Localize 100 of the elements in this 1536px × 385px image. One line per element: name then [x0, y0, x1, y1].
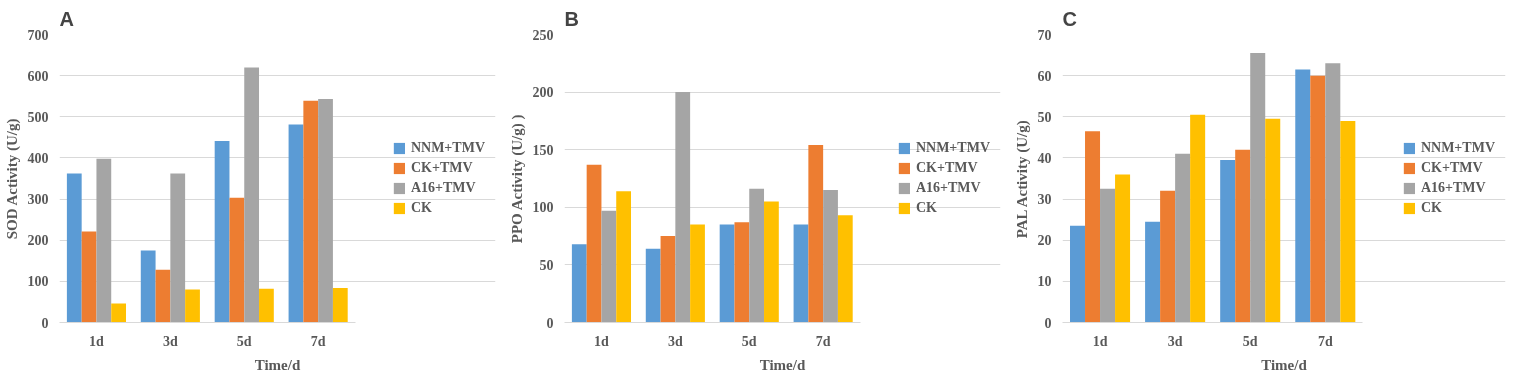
- y-axis-title: PAL Activity (U/g): [1013, 120, 1031, 239]
- legend-label: CK: [410, 200, 432, 216]
- bar: [749, 188, 765, 323]
- x-tick-label: 3d: [1167, 333, 1183, 349]
- bar: [259, 288, 274, 323]
- bar: [719, 224, 735, 323]
- bar: [244, 67, 260, 323]
- bar: [1085, 131, 1101, 323]
- y-tick-label: 0: [546, 315, 554, 331]
- y-tick-label: 200: [532, 85, 554, 101]
- chart-title: B: [564, 7, 579, 30]
- x-tick-label: 3d: [667, 333, 683, 349]
- bar: [229, 197, 245, 323]
- y-axis-title: PPO Activity (U/g) ): [508, 114, 526, 244]
- bar: [837, 215, 853, 323]
- bar: [616, 191, 632, 323]
- y-tick-label: 600: [27, 68, 49, 84]
- legend-label: NNM+TMV: [410, 140, 485, 156]
- bar: [1175, 153, 1191, 323]
- bar: [81, 231, 97, 323]
- bar: [764, 201, 779, 323]
- x-axis-title: Time/d: [1261, 356, 1308, 373]
- bar: [185, 289, 200, 323]
- y-tick-label: 100: [532, 200, 554, 216]
- bar: [734, 222, 750, 323]
- x-tick-label: 1d: [89, 333, 105, 349]
- bar: [571, 244, 587, 323]
- legend-label: A16+TMV: [915, 180, 981, 196]
- bar: [1340, 120, 1356, 323]
- legend-label: CK+TMV: [915, 160, 978, 176]
- bar: [645, 248, 661, 323]
- bar: [66, 173, 82, 323]
- bar: [1160, 190, 1176, 323]
- y-tick-label: 10: [1037, 274, 1052, 290]
- bar: [601, 210, 617, 323]
- bar: [1070, 225, 1086, 323]
- bar: [1295, 69, 1311, 323]
- bar: [808, 145, 824, 323]
- bar: [332, 287, 348, 323]
- y-tick-label: 500: [27, 109, 49, 125]
- bar: [1100, 188, 1116, 323]
- bar: [675, 92, 691, 323]
- bar: [303, 100, 319, 323]
- bar: [288, 124, 304, 323]
- bar: [170, 173, 186, 323]
- x-tick-label: 7d: [1317, 333, 1333, 349]
- x-tick-label: 3d: [162, 333, 178, 349]
- y-tick-label: 0: [1044, 315, 1052, 331]
- y-tick-label: 150: [532, 142, 554, 158]
- x-tick-label: 7d: [310, 333, 326, 349]
- y-axis-title: SOD Activity (U/g): [3, 118, 21, 240]
- y-tick-label: 200: [27, 233, 49, 249]
- bar: [1145, 221, 1161, 323]
- legend-label: A16+TMV: [410, 180, 476, 196]
- bar: [1265, 118, 1281, 323]
- x-tick-label: 7d: [815, 333, 831, 349]
- x-tick-label: 5d: [741, 333, 757, 349]
- bar: [586, 164, 602, 323]
- bar: [1220, 159, 1236, 323]
- legend-label: NNM+TMV: [915, 140, 990, 156]
- bar: [318, 99, 333, 323]
- y-tick-label: 400: [27, 150, 49, 166]
- y-tick-label: 60: [1037, 68, 1052, 84]
- legend-label: CK: [915, 200, 937, 216]
- legend-label: CK+TMV: [410, 160, 473, 176]
- legend-label: CK+TMV: [1420, 160, 1483, 176]
- bar: [214, 141, 230, 323]
- chart-title: C: [1062, 7, 1077, 30]
- bar: [1115, 174, 1131, 323]
- bar: [1250, 53, 1266, 323]
- legend-label: A16+TMV: [1420, 180, 1486, 196]
- bar: [690, 224, 705, 323]
- y-tick-label: 100: [27, 274, 49, 290]
- bar: [140, 250, 156, 323]
- x-tick-label: 5d: [236, 333, 252, 349]
- x-tick-label: 1d: [1092, 333, 1108, 349]
- x-tick-label: 1d: [594, 333, 610, 349]
- y-tick-label: 0: [41, 315, 49, 331]
- y-tick-label: 700: [27, 27, 49, 43]
- y-tick-label: 70: [1037, 27, 1052, 43]
- bar: [660, 236, 676, 323]
- bar: [1235, 149, 1251, 323]
- bar: [1325, 63, 1341, 323]
- legend-label: NNM+TMV: [1420, 140, 1495, 156]
- x-axis-title: Time/d: [254, 356, 301, 373]
- y-tick-label: 50: [1037, 109, 1052, 125]
- chart-title: A: [59, 7, 74, 30]
- y-tick-label: 40: [1037, 150, 1052, 166]
- bar: [1310, 75, 1326, 323]
- bar: [111, 303, 127, 323]
- legend-label: CK: [1420, 200, 1442, 216]
- bar: [823, 190, 838, 323]
- x-tick-label: 5d: [1242, 333, 1258, 349]
- y-tick-label: 250: [532, 27, 554, 43]
- y-tick-label: 30: [1037, 192, 1052, 208]
- y-tick-label: 300: [27, 192, 49, 208]
- bar: [793, 224, 809, 323]
- y-tick-label: 50: [539, 257, 554, 273]
- bar: [155, 269, 171, 323]
- bar: [1190, 114, 1206, 323]
